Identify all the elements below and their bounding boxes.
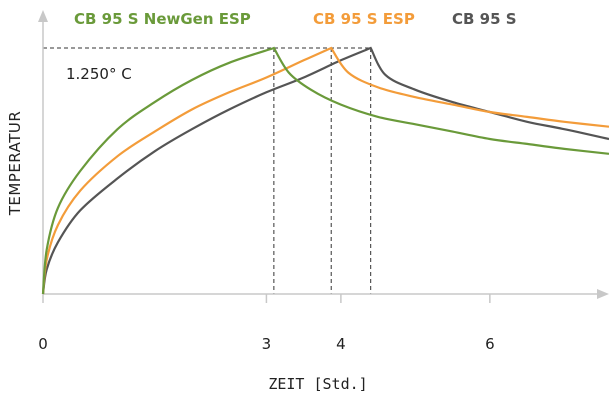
series-line xyxy=(41,46,609,295)
series-line xyxy=(41,46,609,295)
axes xyxy=(38,10,609,299)
y-axis-arrow xyxy=(38,10,48,22)
x-tick-label: 3 xyxy=(262,335,272,353)
series-line xyxy=(41,46,609,295)
x-tick-label: 4 xyxy=(336,335,346,353)
reference-label: 1.250° C xyxy=(66,65,132,83)
legend-item: CB 95 S xyxy=(452,10,517,28)
x-ticks: 0 3 4 6 xyxy=(38,294,495,353)
x-tick-label: 0 xyxy=(38,335,48,353)
x-tick-label: 6 xyxy=(485,335,495,353)
legend-item: CB 95 S ESP xyxy=(313,10,415,28)
legend: CB 95 S NewGen ESP CB 95 S ESP CB 95 S xyxy=(74,10,517,28)
x-axis-arrow xyxy=(597,289,609,299)
guide-lines xyxy=(43,47,372,294)
legend-item: CB 95 S NewGen ESP xyxy=(74,10,251,28)
series-lines xyxy=(41,46,609,295)
y-axis-title: TEMPERATUR xyxy=(6,111,24,217)
x-axis-title: ZEIT [Std.] xyxy=(268,375,367,393)
